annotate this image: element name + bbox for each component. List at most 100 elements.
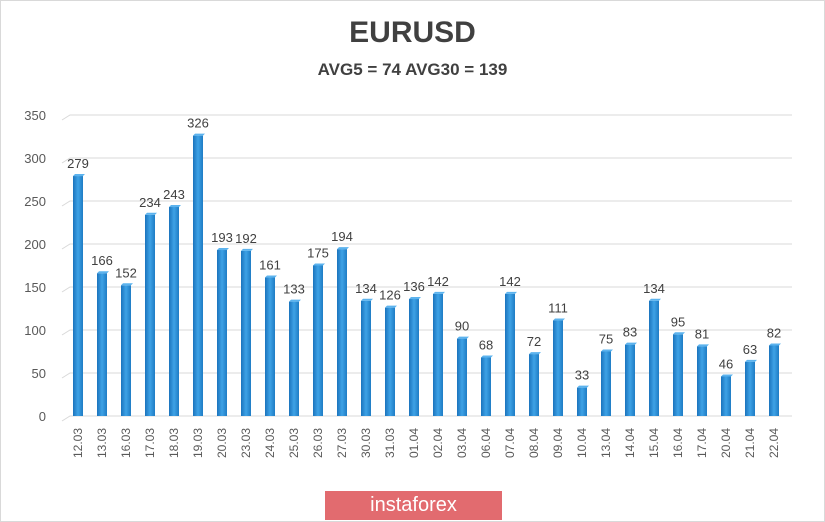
bar-top xyxy=(121,283,133,286)
data-label: 90 xyxy=(455,319,469,334)
data-label: 68 xyxy=(479,338,493,353)
y-tick-label: 0 xyxy=(39,409,46,424)
bar-top xyxy=(289,299,301,302)
x-tick-label: 22.04 xyxy=(767,428,781,458)
data-label: 193 xyxy=(211,230,233,245)
data-label: 126 xyxy=(379,288,401,303)
gridline xyxy=(61,200,792,207)
bar-top xyxy=(481,355,493,358)
bar xyxy=(217,250,227,416)
bar-top xyxy=(73,174,85,177)
bar xyxy=(145,214,155,416)
x-tick-label: 02.04 xyxy=(431,428,445,458)
x-tick-label: 13.04 xyxy=(599,428,613,458)
x-tick-label: 20.03 xyxy=(215,428,229,458)
bar xyxy=(529,354,539,416)
bar-top xyxy=(577,385,589,388)
instaforex-watermark: instaforex xyxy=(325,491,502,520)
x-tick-label: 03.04 xyxy=(455,428,469,458)
x-tick-label: 17.04 xyxy=(695,428,709,458)
data-label: 175 xyxy=(307,246,329,261)
x-tick-label: 08.04 xyxy=(527,428,541,458)
bar xyxy=(649,300,659,416)
bar xyxy=(745,361,755,416)
bar xyxy=(121,285,131,416)
bar-top xyxy=(217,248,229,251)
x-tick-label: 31.03 xyxy=(383,428,397,458)
data-label: 133 xyxy=(283,282,305,297)
bar xyxy=(313,265,323,416)
bar-top xyxy=(361,298,373,301)
bar xyxy=(97,273,107,416)
x-tick-label: 01.04 xyxy=(407,428,421,458)
bar-top xyxy=(457,336,469,339)
bar xyxy=(193,135,203,416)
bar-top xyxy=(145,212,157,215)
gridline xyxy=(61,415,792,422)
chart-title: EURUSD xyxy=(349,16,476,49)
x-tick-label: 12.03 xyxy=(71,428,85,458)
x-tick-label: 16.04 xyxy=(671,428,685,458)
bar xyxy=(553,320,563,416)
gridline xyxy=(61,372,792,379)
bar xyxy=(337,249,347,416)
bar xyxy=(433,293,443,416)
x-tick-label: 30.03 xyxy=(359,428,373,458)
bar xyxy=(721,376,731,416)
bar xyxy=(673,334,683,416)
bar-top xyxy=(553,318,565,321)
y-tick-label: 250 xyxy=(24,194,46,209)
bar-top xyxy=(193,133,205,136)
data-label: 111 xyxy=(548,301,568,316)
y-tick-label: 50 xyxy=(32,366,46,381)
bar xyxy=(169,207,179,416)
data-label: 83 xyxy=(623,325,637,340)
data-label: 134 xyxy=(643,281,665,296)
bar xyxy=(241,250,251,416)
y-tick-label: 200 xyxy=(24,237,46,252)
bar-top xyxy=(745,359,757,362)
data-label: 46 xyxy=(719,356,733,371)
gridline xyxy=(61,286,792,293)
chart-subtitle: AVG5 = 74 AVG30 = 139 xyxy=(317,60,508,79)
bar-top xyxy=(265,275,277,278)
bar xyxy=(601,351,611,416)
bar xyxy=(697,346,707,416)
bar-top xyxy=(697,344,709,347)
bar xyxy=(625,344,635,416)
x-tick-label: 19.03 xyxy=(191,428,205,458)
bar-top xyxy=(169,205,181,208)
gridline xyxy=(61,114,792,121)
y-tick-label: 350 xyxy=(24,108,46,123)
data-label: 81 xyxy=(695,326,709,341)
data-label: 166 xyxy=(91,253,113,268)
bar-top xyxy=(625,342,637,345)
y-tick-label: 100 xyxy=(24,323,46,338)
bar-top xyxy=(433,291,445,294)
x-tick-label: 16.03 xyxy=(119,428,133,458)
bar-top xyxy=(313,263,325,266)
data-label: 72 xyxy=(527,334,541,349)
x-tick-label: 15.04 xyxy=(647,428,661,458)
x-tick-label: 25.03 xyxy=(287,428,301,458)
data-label: 326 xyxy=(187,116,209,131)
x-tick-label: 13.03 xyxy=(95,428,109,458)
gridline xyxy=(61,329,792,336)
x-tick-label: 10.04 xyxy=(575,428,589,458)
bar-top xyxy=(529,352,541,355)
bar xyxy=(289,301,299,416)
y-tick-label: 150 xyxy=(24,280,46,295)
y-tick-label: 300 xyxy=(24,151,46,166)
bar-top xyxy=(241,248,253,251)
bar-top xyxy=(337,247,349,250)
data-label: 243 xyxy=(163,187,185,202)
x-tick-label: 07.04 xyxy=(503,428,517,458)
data-label: 194 xyxy=(331,229,353,244)
data-label: 33 xyxy=(575,368,589,383)
data-label: 142 xyxy=(499,274,521,289)
x-tick-label: 23.03 xyxy=(239,428,253,458)
bar xyxy=(409,299,419,416)
bar-top xyxy=(649,298,661,301)
bar xyxy=(457,338,467,416)
